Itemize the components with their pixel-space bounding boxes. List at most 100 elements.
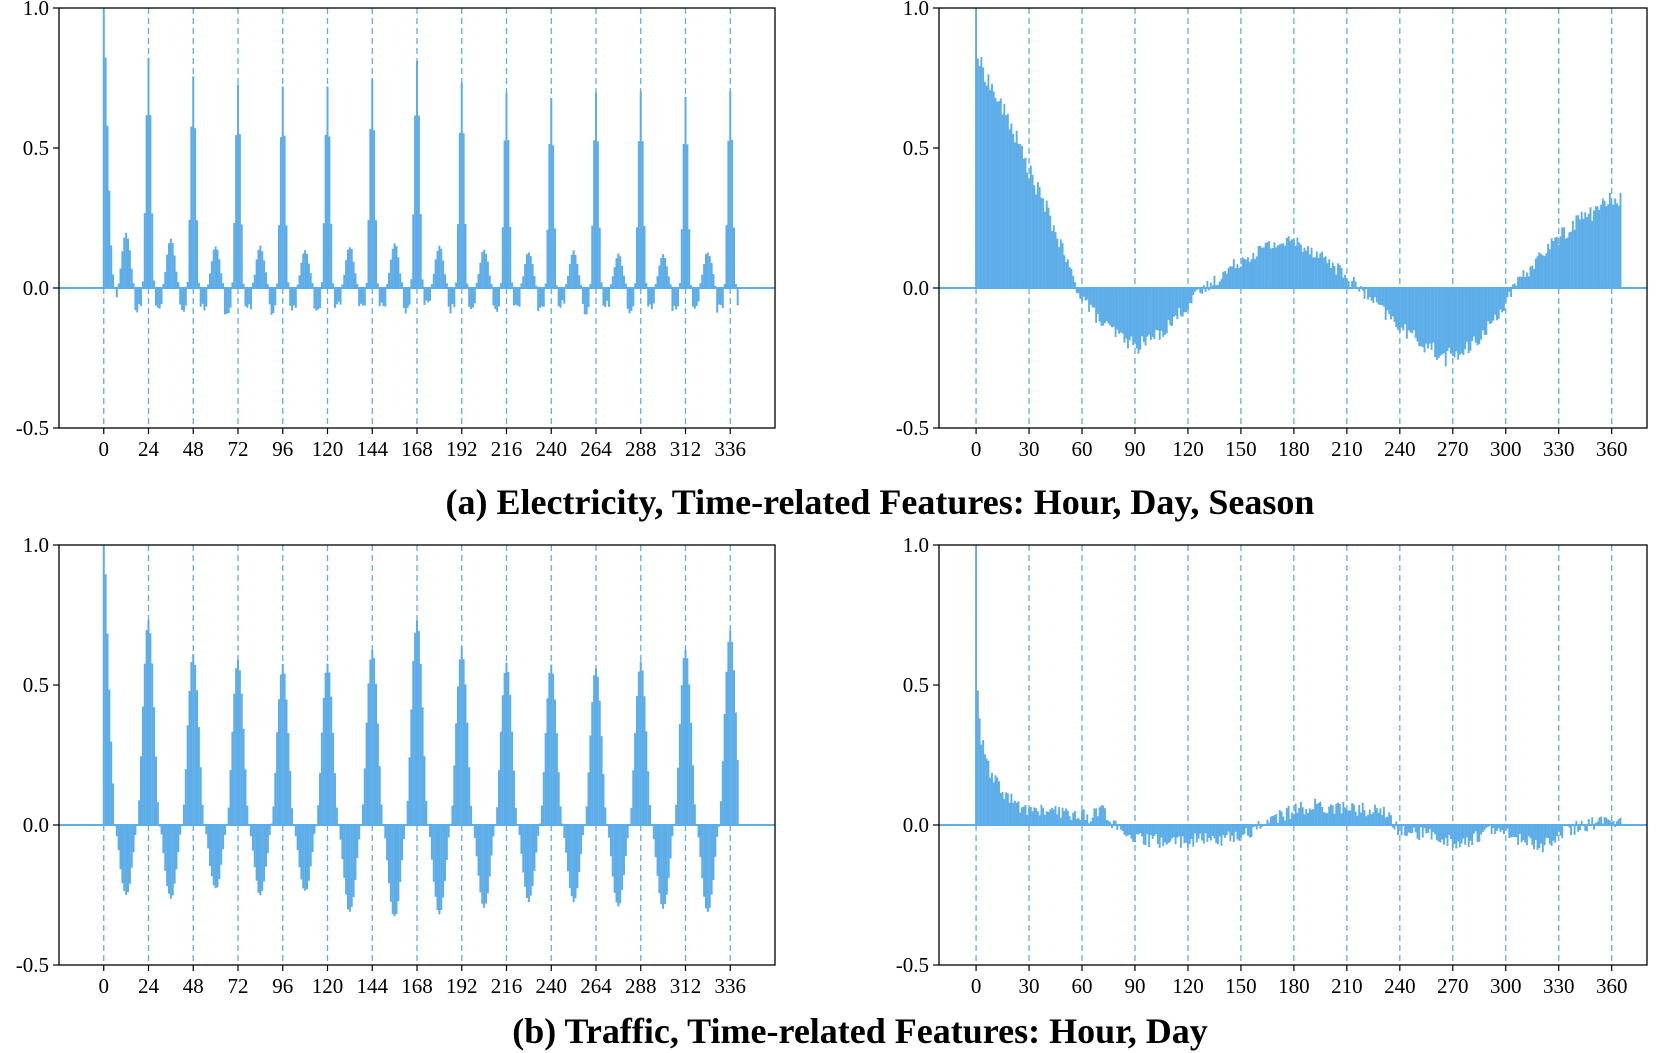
bar xyxy=(1423,825,1426,829)
bar xyxy=(589,735,592,825)
bar xyxy=(384,825,387,839)
bar xyxy=(438,825,441,915)
bar xyxy=(177,825,180,853)
bar xyxy=(1084,819,1087,825)
bar xyxy=(570,825,573,897)
bar xyxy=(1469,288,1472,351)
bar xyxy=(192,654,195,825)
bar xyxy=(1017,801,1020,825)
bar xyxy=(669,284,672,288)
bar xyxy=(257,825,260,893)
bar xyxy=(608,288,611,307)
bar xyxy=(499,283,502,288)
bar xyxy=(1247,257,1249,288)
bar xyxy=(154,756,157,825)
bar xyxy=(688,229,691,288)
bar xyxy=(1494,288,1497,315)
bar xyxy=(1462,825,1465,839)
bar xyxy=(490,825,493,856)
bar xyxy=(617,253,620,288)
bar xyxy=(1190,288,1193,304)
bar xyxy=(1079,820,1082,825)
bar xyxy=(1476,288,1479,346)
bar xyxy=(1066,810,1069,825)
bar xyxy=(348,825,351,912)
bar xyxy=(1377,288,1380,305)
bar xyxy=(1275,814,1278,825)
bar xyxy=(673,288,676,306)
bar xyxy=(1001,791,1004,825)
bar xyxy=(175,825,178,870)
bar xyxy=(358,288,361,307)
bar xyxy=(596,141,599,288)
bar xyxy=(201,288,204,304)
bar xyxy=(1024,805,1027,825)
x-tick-label: 30 xyxy=(1019,437,1040,461)
bar xyxy=(992,782,995,825)
bar xyxy=(1467,825,1470,847)
bar xyxy=(1238,267,1241,288)
bar xyxy=(1056,238,1059,288)
bar xyxy=(386,825,389,861)
bar xyxy=(244,769,247,825)
bar xyxy=(498,770,501,825)
bar xyxy=(1441,825,1444,840)
bar xyxy=(563,825,566,838)
bar xyxy=(511,731,514,825)
bar xyxy=(1282,243,1285,288)
bar xyxy=(307,825,310,881)
bar xyxy=(1201,288,1204,294)
bar xyxy=(184,288,187,306)
bar xyxy=(637,671,640,825)
bar xyxy=(1594,206,1597,288)
bar xyxy=(703,264,706,288)
bar xyxy=(1520,825,1523,843)
bar xyxy=(203,288,206,311)
bar xyxy=(686,658,689,825)
bar xyxy=(240,224,243,288)
bar xyxy=(1231,266,1234,288)
bar xyxy=(1181,825,1184,837)
bar xyxy=(619,256,622,288)
bar xyxy=(1358,805,1361,825)
bar xyxy=(994,775,997,825)
bar xyxy=(1460,288,1463,354)
x-tick-label: 96 xyxy=(272,437,293,461)
x-tick-label: 264 xyxy=(580,974,612,998)
bar xyxy=(982,739,985,825)
bar xyxy=(518,825,521,836)
bar xyxy=(591,702,594,825)
bar xyxy=(1587,818,1590,825)
bar xyxy=(1144,288,1147,346)
y-tick-label: -0.5 xyxy=(896,953,929,977)
bar xyxy=(332,283,335,288)
bar xyxy=(188,219,191,288)
bar xyxy=(263,260,266,288)
bar xyxy=(565,284,568,288)
bar xyxy=(1149,288,1152,341)
bar xyxy=(1082,809,1085,825)
bar xyxy=(110,741,113,825)
bar xyxy=(1019,144,1022,288)
bar xyxy=(641,670,644,825)
x-tick-label: 240 xyxy=(1384,974,1416,998)
chart-electricity-hourly: 0 24 48 72 96 120 144 168 192 216 240 264 288 312 336 -… xyxy=(16,0,776,461)
bar xyxy=(537,288,540,312)
bar xyxy=(1160,825,1163,838)
bar xyxy=(1208,288,1211,291)
x-tick-label: 60 xyxy=(1072,974,1093,998)
bar xyxy=(1354,281,1357,288)
bar xyxy=(550,97,553,289)
bar xyxy=(580,284,583,288)
bar xyxy=(727,140,730,288)
bar xyxy=(1536,825,1539,850)
bar xyxy=(1096,816,1099,825)
bar xyxy=(1239,825,1242,838)
bar xyxy=(1315,804,1318,825)
bar xyxy=(1277,245,1279,288)
bar xyxy=(220,273,223,288)
bar xyxy=(1504,288,1507,303)
bar xyxy=(378,766,381,825)
bar xyxy=(488,275,491,288)
bar xyxy=(1222,271,1225,288)
